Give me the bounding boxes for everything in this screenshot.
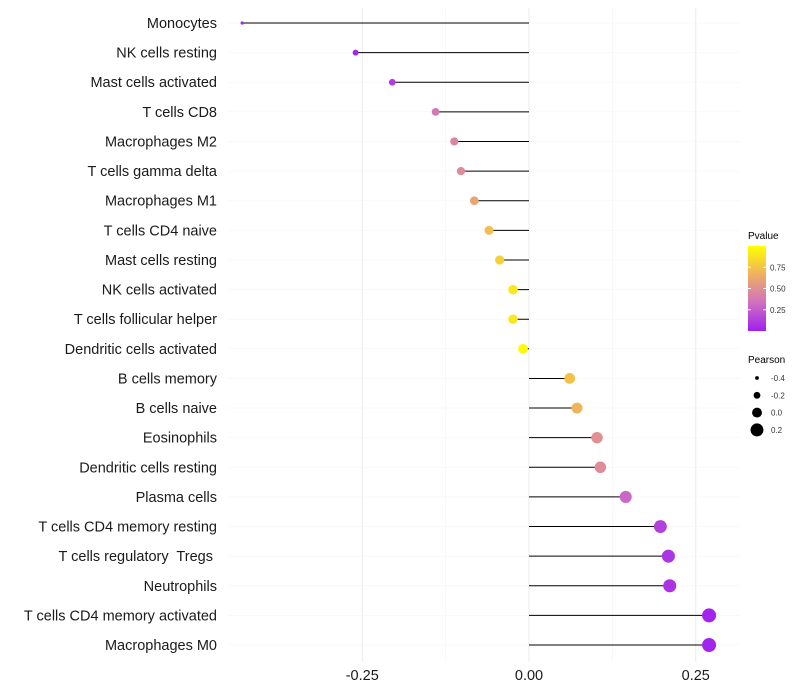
lollipop-dot [450,137,459,146]
dot-layer [240,21,717,653]
y-category-label: NK cells resting [116,46,217,62]
y-category-label: Monocytes [147,16,217,32]
x-axis-tick-labels: -0.25 0.00 0.25 [346,668,710,684]
pearson-legend-dot [753,391,761,399]
pvalue-tick-label: 0.50 [770,285,786,294]
y-category-label: T cells CD4 memory activated [24,608,217,624]
x-tick-label: 0.25 [682,668,710,684]
y-category-label: T cells gamma delta [88,164,218,180]
lollipop-dot [653,520,667,533]
pvalue-legend-title: Pvalue [748,231,779,242]
y-category-label: T cells CD4 naive [104,223,217,239]
pearson-legend: Pearson -0.4 -0.2 0.0 0.2 [748,355,785,437]
pearson-legend-dot [750,423,764,437]
lollipop-dot [469,196,479,206]
lollipop-dot [495,255,505,265]
y-category-label: T cells follicular helper [74,312,217,328]
pearson-legend-label: -0.4 [771,374,785,383]
lollipop-dot [484,225,494,235]
lollipop-dot [388,78,396,86]
lollipop-dot [518,343,528,354]
pearson-legend-label: -0.2 [771,391,785,400]
y-category-label: Mast cells resting [105,253,217,269]
pvalue-colorbar [748,246,766,331]
pearson-legend-label: 0.2 [771,426,783,435]
lollipop-dot [240,21,244,25]
lollipop-dot [663,579,677,593]
y-axis-labels: Monocytes NK cells resting Mast cells acti… [24,16,218,654]
y-category-label: Mast cells activated [90,75,217,91]
y-category-label: B cells naive [136,401,217,417]
lollipop-dot [702,638,717,653]
y-category-label: T cells CD8 [142,105,217,121]
x-tick-label: 0.00 [515,668,543,684]
y-category-label: Macrophages M0 [105,638,217,654]
pearson-legend-label: 0.0 [771,409,783,418]
y-category-label: NK cells activated [102,283,217,299]
y-category-label: Macrophages M1 [105,194,217,210]
y-category-label: B cells memory [118,371,218,387]
lollipop-dot [591,431,603,444]
lollipop-dot [564,373,576,384]
y-category-label: Dendritic cells resting [79,460,217,476]
y-category-label: Macrophages M2 [105,134,217,150]
y-category-label: Neutrophils [144,579,217,595]
pvalue-legend: Pvalue 0.25 0.50 0.75 [748,231,786,331]
stem-layer [242,22,710,646]
lollipop-dot [619,490,632,503]
x-tick-label: -0.25 [346,668,379,684]
lollipop-dot [508,284,518,295]
pvalue-tick-label: 0.25 [770,306,786,315]
lollipop-dot [456,166,466,176]
pvalue-legend-ticks: 0.25 0.50 0.75 [748,263,786,315]
pearson-legend-dot [752,407,762,418]
y-category-label: Eosinophils [143,431,217,447]
pvalue-tick-label: 0.75 [770,263,786,272]
y-category-label: T cells CD4 memory resting [38,520,217,536]
lollipop-dot [661,549,675,563]
lollipop-dot [594,461,607,474]
y-category-label: T cells regulatory Tregs [59,549,218,565]
lollipop-dot [508,314,518,324]
pearson-legend-dot [755,376,759,380]
grid-layer [228,8,740,662]
y-category-label: Plasma cells [136,490,217,506]
lollipop-dot [702,608,717,623]
lollipop-dot [431,107,440,116]
lollipop-dot [571,402,583,414]
pearson-legend-title: Pearson [748,355,785,366]
y-category-label: Dendritic cells activated [65,342,217,358]
lollipop-dot [352,49,359,56]
pearson-legend-items: -0.4 -0.2 0.0 0.2 [750,374,785,437]
